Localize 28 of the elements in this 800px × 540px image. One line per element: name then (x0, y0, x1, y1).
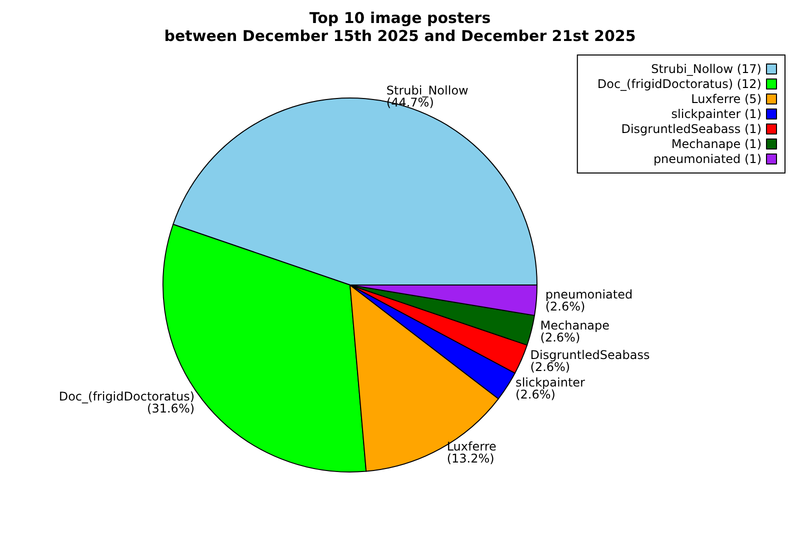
text: (1) (744, 152, 762, 166)
legend-label: pneumoniated (653, 152, 741, 166)
data-label: (13.2%) (446, 451, 494, 466)
legend-label: Mechanape (671, 137, 741, 151)
data-label: (2.6%) (540, 330, 580, 344)
category-label: Doc_(frigidDoctoratus) (597, 77, 734, 91)
text: (5) (744, 92, 762, 106)
legend-label: Luxferre (691, 92, 741, 106)
text: (17) (736, 62, 762, 76)
legend-label: slickpainter (671, 107, 741, 121)
text: (1) (744, 122, 762, 136)
legend-label: DisgruntledSeabass (621, 122, 741, 136)
data-label: (2.6%) (545, 300, 586, 314)
slice-label: Mechanape (540, 318, 610, 332)
slice-label: pneumoniated (545, 288, 633, 302)
slice-label: slickpainter (516, 375, 586, 390)
slice-label: DisgruntledSeabass (530, 348, 650, 362)
slice-label: Strubi_Nollow (386, 84, 469, 98)
chart-title: Top 10 image posters between December 15th 2025 and December 21st 2025 (164, 9, 636, 45)
slice-label: Doc_(frigidDoctoratus) (58, 390, 195, 404)
slice-label: Luxferre (446, 439, 496, 454)
data-label: (2.6%) (516, 387, 556, 402)
data-label: (31.6%) (147, 402, 195, 416)
text: (12) (736, 77, 762, 91)
text: (1) (744, 107, 762, 121)
category-label: Strubi_Nollow (651, 62, 734, 76)
data-label: (44.7%) (386, 96, 434, 110)
text: (1) (744, 137, 762, 151)
